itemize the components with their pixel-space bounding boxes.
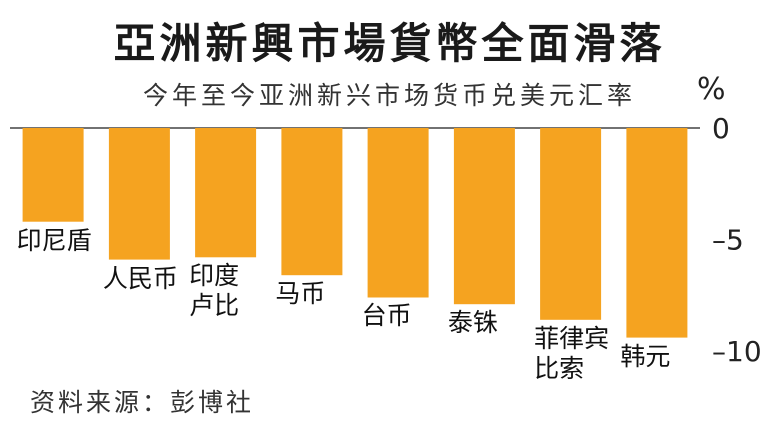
category-label: 菲律宾 比索 — [534, 324, 609, 384]
bar — [195, 128, 257, 258]
unit-label: % — [697, 72, 726, 107]
category-label: 印尼盾 — [17, 226, 92, 256]
category-label-line: 印度 — [189, 261, 240, 291]
category-label: 泰铢 — [448, 308, 498, 338]
category-label-line: 比索 — [534, 353, 585, 383]
bar — [453, 128, 515, 305]
chart-title: 亞洲新興市場貨幣全面滑落 — [113, 19, 666, 68]
category-label: 韩元 — [620, 342, 670, 372]
y-tick-label: –10 — [712, 335, 762, 368]
bar — [540, 128, 602, 320]
category-label-line: 菲律宾 — [534, 323, 610, 353]
category-label-line: 韩元 — [620, 341, 671, 371]
category-label-line: 马币 — [275, 279, 326, 309]
category-label-line: 印尼盾 — [16, 225, 92, 255]
category-label: 人民币 — [103, 264, 178, 294]
y-tick-label: –5 — [712, 224, 744, 257]
bar — [367, 128, 429, 298]
category-label-line: 人民币 — [102, 263, 178, 293]
category-label-line: 泰铢 — [447, 308, 498, 338]
source-note: 资料来源：彭博社 — [30, 388, 255, 417]
chart-subtitle: 今年至今亚洲新兴市场货币兑美元汇率 — [142, 81, 636, 110]
category-label-line: 卢比 — [189, 291, 240, 321]
bar — [626, 128, 688, 338]
bar — [281, 128, 343, 276]
category-label-line: 台币 — [361, 301, 412, 331]
bar — [108, 128, 170, 260]
category-label: 马币 — [275, 279, 325, 309]
category-label: 印度 卢比 — [189, 261, 239, 321]
y-tick-label: 0 — [712, 112, 730, 145]
category-label: 台币 — [362, 301, 412, 331]
bar — [22, 128, 84, 222]
